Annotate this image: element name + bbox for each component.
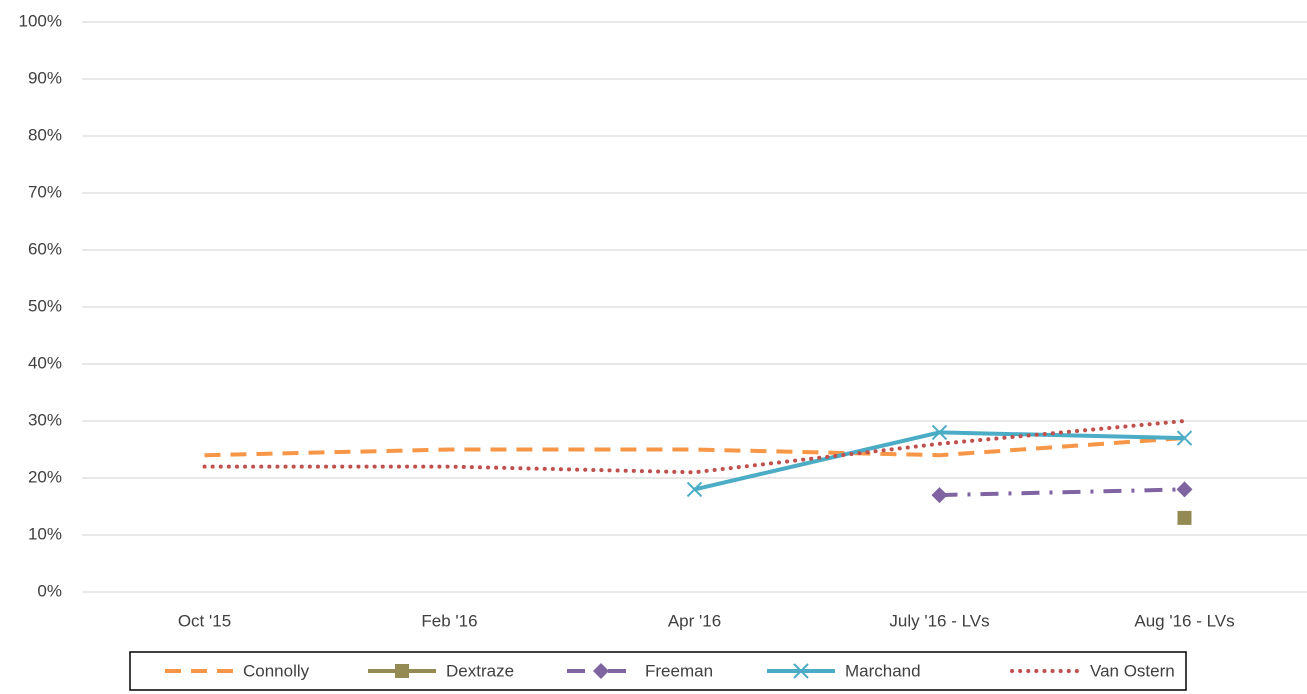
y-tick-label: 10% [28, 524, 62, 543]
legend-marker [593, 663, 609, 679]
legend-label: Van Ostern [1090, 661, 1175, 680]
y-tick-label: 60% [28, 239, 62, 258]
x-tick-label: Aug '16 - LVs [1134, 611, 1234, 630]
data-point [931, 487, 948, 504]
y-tick-label: 50% [28, 296, 62, 315]
legend-label: Freeman [645, 661, 713, 680]
legend-label: Dextraze [446, 661, 514, 680]
y-tick-label: 40% [28, 353, 62, 372]
x-tick-label: July '16 - LVs [889, 611, 989, 630]
data-point [1176, 430, 1193, 446]
y-tick-label: 90% [28, 68, 62, 87]
y-tick-label: 20% [28, 467, 62, 486]
y-tick-label: 70% [28, 182, 62, 201]
series-line [204, 436, 1185, 458]
legend-label: Connolly [243, 661, 310, 680]
x-tick-label: Apr '16 [668, 611, 721, 630]
y-tick-label: 100% [19, 11, 62, 30]
legend-marker [793, 663, 809, 679]
data-point [1176, 481, 1193, 498]
data-point [931, 424, 948, 441]
x-tick-label: Feb '16 [421, 611, 477, 630]
y-tick-label: 80% [28, 125, 62, 144]
x-tick-label: Oct '15 [178, 611, 231, 630]
legend-label: Marchand [845, 661, 921, 680]
series-line [202, 419, 1187, 475]
data-point [1177, 510, 1192, 525]
y-tick-label: 30% [28, 410, 62, 429]
series-line [694, 430, 1185, 492]
y-tick-label: 0% [37, 581, 62, 600]
legend-marker [395, 664, 409, 678]
data-point [686, 481, 703, 498]
series-line [939, 487, 1185, 498]
legend-box [129, 651, 1187, 691]
